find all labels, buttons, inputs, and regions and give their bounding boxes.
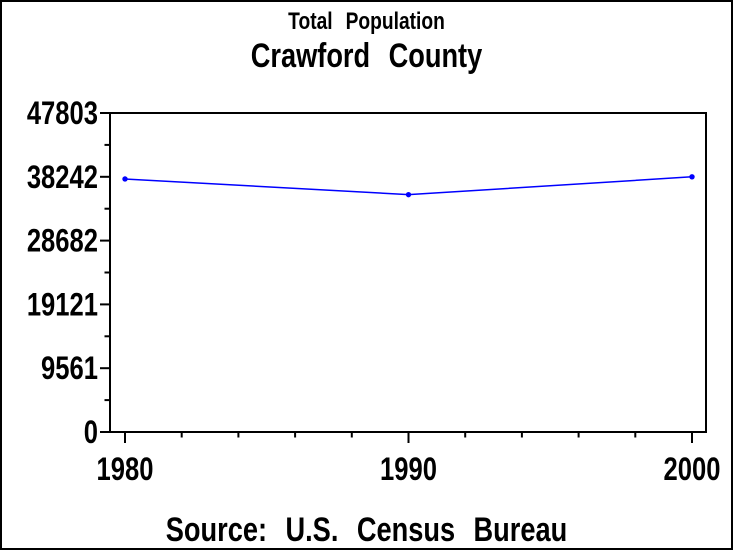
y-axis-tick-label: 28682: [27, 224, 98, 259]
x-axis-tick-label: 1990: [380, 452, 437, 487]
x-axis-tick-label: 1980: [97, 452, 154, 487]
chart-subtitle: Total Population: [288, 8, 445, 35]
y-axis-tick-label: 47803: [27, 96, 98, 131]
y-axis-tick-label: 0: [84, 415, 98, 450]
axis-frame: [109, 112, 707, 433]
y-axis-tick-label: 38242: [27, 160, 98, 195]
y-axis-tick-label: 9561: [41, 352, 98, 387]
x-axis-tick-label: 2000: [664, 452, 721, 487]
data-point-marker: [405, 191, 412, 198]
chart-title: Crawford County: [250, 37, 483, 75]
source-note: Source: U.S. Census Bureau: [165, 511, 568, 549]
y-axis-tick-label: 19121: [27, 288, 98, 323]
data-point-marker: [689, 174, 695, 180]
data-point-marker: [122, 176, 128, 182]
